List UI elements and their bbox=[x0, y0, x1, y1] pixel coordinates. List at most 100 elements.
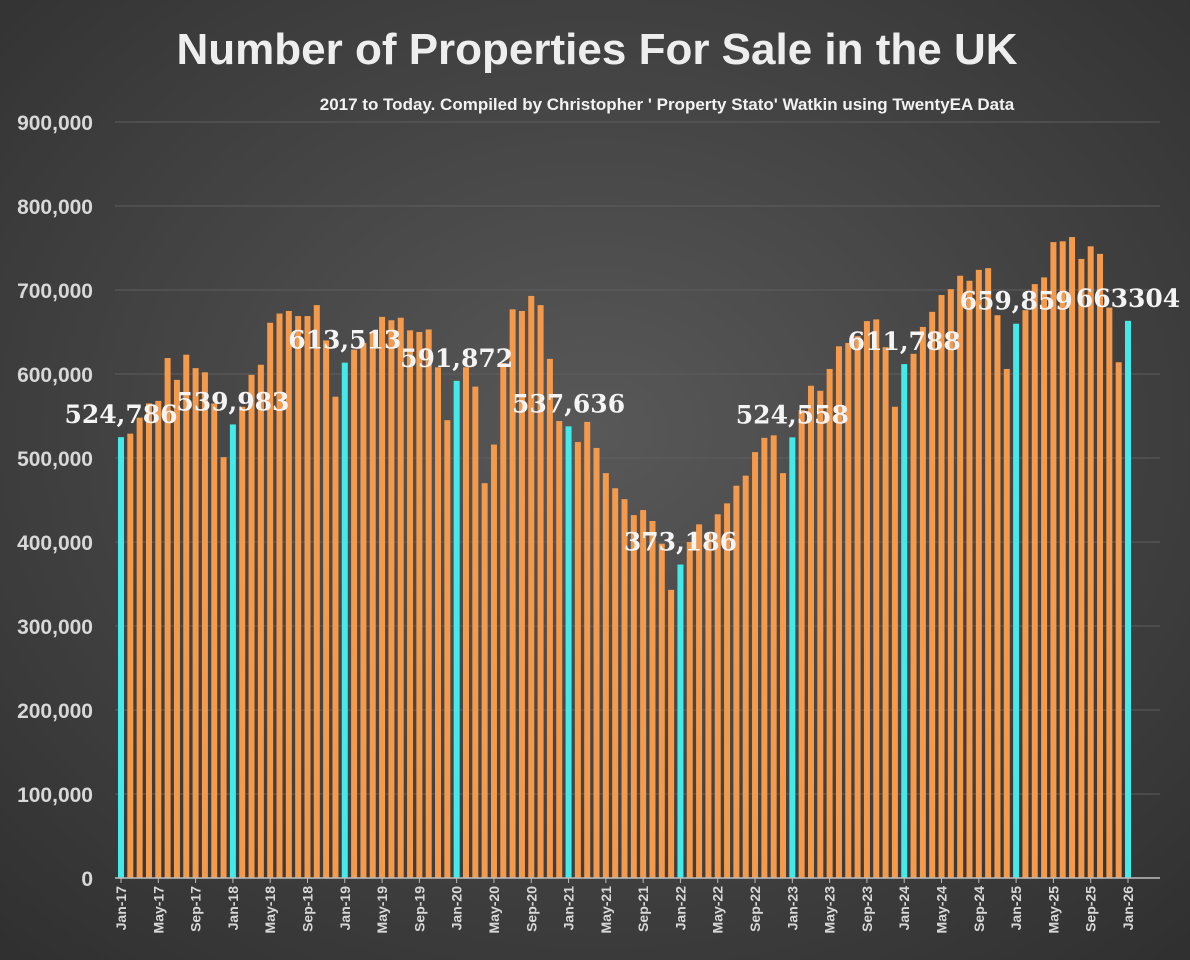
bar bbox=[938, 295, 945, 878]
bar bbox=[239, 406, 246, 878]
bar bbox=[947, 289, 954, 878]
data-label: 537,636 bbox=[512, 389, 625, 418]
bar bbox=[155, 400, 162, 878]
bar bbox=[1097, 253, 1104, 878]
data-label: 613,513 bbox=[288, 326, 401, 355]
x-tick-label: May-20 bbox=[486, 886, 502, 934]
bar bbox=[1106, 307, 1113, 878]
bar-january bbox=[229, 424, 236, 878]
x-axis: Jan-17 May-17 Sep-17 Jan-18 May-18 Sep-18 Jan-… bbox=[113, 878, 1136, 933]
bar bbox=[602, 473, 609, 878]
bar bbox=[798, 410, 805, 878]
bar-january bbox=[118, 437, 124, 878]
x-tick-label: May-23 bbox=[822, 886, 838, 934]
data-label: 539,983 bbox=[176, 387, 289, 416]
bar bbox=[714, 514, 721, 878]
bar bbox=[975, 269, 982, 879]
bar-january bbox=[677, 564, 684, 878]
bar bbox=[183, 354, 190, 878]
bar bbox=[658, 543, 665, 878]
x-tick-label: Jan-24 bbox=[896, 886, 912, 931]
bar bbox=[807, 385, 814, 878]
y-tick-label: 600,000 bbox=[17, 364, 93, 387]
bar bbox=[295, 316, 302, 878]
bar bbox=[173, 379, 180, 878]
bar bbox=[826, 368, 833, 878]
y-axis: 0 100,000 200,000 300,000 400,000 500,000 600,… bbox=[17, 112, 93, 891]
x-tick-label: Jan-26 bbox=[1120, 886, 1136, 931]
bar bbox=[276, 313, 283, 878]
bar bbox=[929, 311, 936, 879]
x-tick-label: May-17 bbox=[150, 886, 166, 934]
bar bbox=[845, 342, 852, 878]
x-tick-label: Sep-17 bbox=[188, 886, 204, 932]
data-label: 591,872 bbox=[400, 344, 513, 373]
y-tick-label: 800,000 bbox=[17, 196, 93, 219]
bar bbox=[957, 275, 964, 879]
y-tick-label: 200,000 bbox=[17, 700, 93, 723]
bar bbox=[444, 420, 451, 878]
x-tick-label: Sep-24 bbox=[971, 886, 987, 932]
bar bbox=[500, 363, 507, 879]
bar bbox=[1003, 368, 1010, 878]
bar bbox=[882, 347, 889, 878]
bar-january bbox=[901, 364, 908, 878]
bars bbox=[118, 237, 1131, 879]
bar bbox=[248, 374, 255, 878]
bar-january bbox=[341, 362, 348, 879]
bar bbox=[435, 367, 442, 878]
bar bbox=[1115, 362, 1122, 878]
bar bbox=[733, 485, 740, 878]
bar-january bbox=[1013, 323, 1020, 878]
y-tick-label: 400,000 bbox=[17, 532, 93, 555]
bar bbox=[919, 326, 926, 879]
bar bbox=[490, 444, 497, 878]
data-label: 663304 bbox=[1076, 284, 1180, 313]
bar bbox=[686, 542, 693, 878]
bar bbox=[267, 322, 274, 878]
bar bbox=[612, 488, 619, 878]
x-tick-label: May-22 bbox=[710, 886, 726, 934]
chart-title: Number of Properties For Sale in the UK bbox=[176, 25, 1017, 74]
bar bbox=[192, 368, 199, 878]
bar bbox=[211, 403, 218, 878]
bar bbox=[509, 309, 516, 878]
bar-january bbox=[453, 380, 460, 878]
x-tick-label: Jan-22 bbox=[672, 886, 688, 931]
bar bbox=[780, 473, 787, 878]
bar bbox=[1022, 310, 1029, 878]
bar bbox=[164, 358, 171, 878]
data-label: 524,558 bbox=[736, 400, 849, 429]
bar bbox=[1059, 241, 1066, 878]
bar bbox=[854, 336, 861, 878]
bar bbox=[481, 483, 488, 878]
bar bbox=[1087, 246, 1094, 878]
bar bbox=[724, 503, 731, 878]
x-tick-label: Jan-18 bbox=[225, 886, 241, 931]
data-label: 373,186 bbox=[624, 528, 737, 557]
bar bbox=[761, 437, 768, 878]
y-tick-label: 100,000 bbox=[17, 784, 93, 807]
bar bbox=[388, 320, 395, 878]
data-label: 611,788 bbox=[848, 327, 961, 356]
y-tick-label: 0 bbox=[81, 868, 93, 891]
bar bbox=[518, 311, 525, 878]
bar bbox=[201, 372, 208, 878]
x-tick-label: May-19 bbox=[374, 886, 390, 934]
bar bbox=[574, 442, 581, 878]
x-tick-label: Jan-21 bbox=[561, 886, 577, 931]
bar bbox=[994, 315, 1001, 878]
x-tick-label: Sep-18 bbox=[299, 886, 315, 932]
x-tick-label: May-25 bbox=[1045, 886, 1061, 934]
bar bbox=[584, 421, 591, 878]
bar bbox=[304, 316, 311, 878]
x-tick-label: Jan-19 bbox=[337, 886, 353, 931]
bar bbox=[323, 340, 330, 878]
bar bbox=[379, 316, 386, 878]
bar bbox=[360, 342, 367, 878]
bar bbox=[332, 396, 339, 878]
bar bbox=[705, 532, 712, 878]
bar bbox=[257, 364, 264, 878]
